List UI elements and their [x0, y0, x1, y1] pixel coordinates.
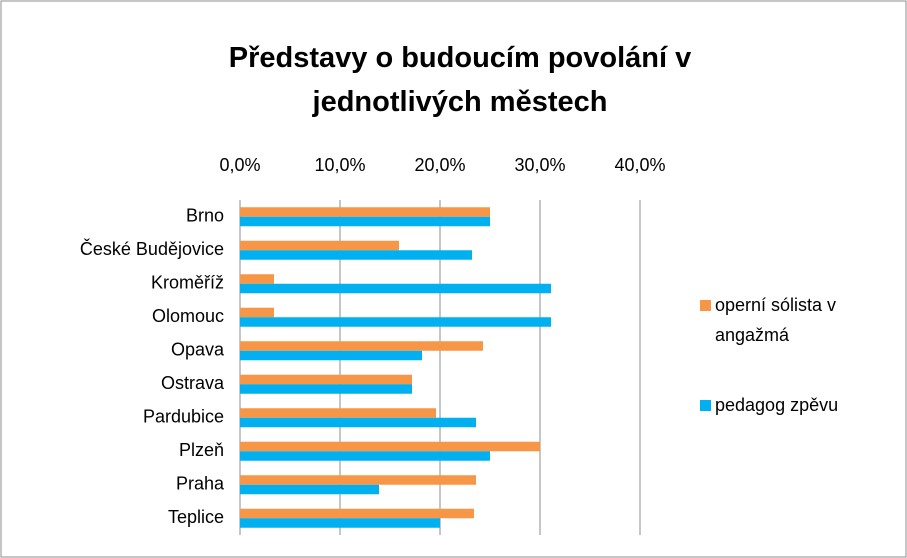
bar — [240, 384, 412, 394]
bar — [240, 341, 483, 351]
x-tick-label: 40,0% — [614, 155, 665, 175]
bar — [240, 475, 476, 485]
bar — [240, 408, 436, 418]
y-tick-label: Plzeň — [179, 440, 224, 460]
bar — [240, 216, 490, 227]
bar — [240, 317, 551, 327]
x-tick-label: 30,0% — [514, 155, 565, 175]
bar — [240, 451, 490, 461]
y-tick-label: Brno — [186, 206, 224, 226]
legend-item: operní sólista v angažmá — [700, 290, 895, 350]
y-tick-label: Opava — [171, 340, 225, 360]
bar — [240, 240, 399, 251]
bar — [240, 283, 551, 294]
x-tick-label: 10,0% — [314, 155, 365, 175]
y-tick-label: Olomouc — [152, 306, 224, 326]
bar — [240, 350, 422, 361]
x-tick-label: 0,0% — [219, 155, 260, 175]
bar — [240, 417, 476, 428]
y-tick-label: Praha — [176, 474, 225, 494]
bar — [240, 374, 412, 385]
chart-title: Představy o budoucím povolání v jednotli… — [228, 42, 692, 118]
bar — [240, 508, 474, 519]
bar — [240, 441, 540, 452]
y-tick-label: Teplice — [168, 507, 224, 527]
legend-item: pedagog zpěvu — [700, 390, 895, 420]
y-tick-label: Ostrava — [161, 373, 225, 393]
bar — [240, 274, 274, 284]
bar — [240, 484, 379, 495]
bar — [240, 250, 472, 260]
legend-swatch — [700, 300, 711, 311]
legend-swatch — [700, 400, 711, 411]
y-tick-label: Kroměříž — [151, 273, 224, 293]
bar — [240, 307, 274, 318]
y-tick-label: České Budějovice — [80, 238, 224, 259]
bar — [240, 207, 490, 217]
legend-label: pedagog zpěvu — [715, 395, 839, 415]
x-tick-label: 20,0% — [414, 155, 465, 175]
bar — [240, 518, 440, 528]
y-tick-label: Pardubice — [143, 407, 224, 427]
legend-label: operní sólista v angažmá — [715, 295, 837, 345]
